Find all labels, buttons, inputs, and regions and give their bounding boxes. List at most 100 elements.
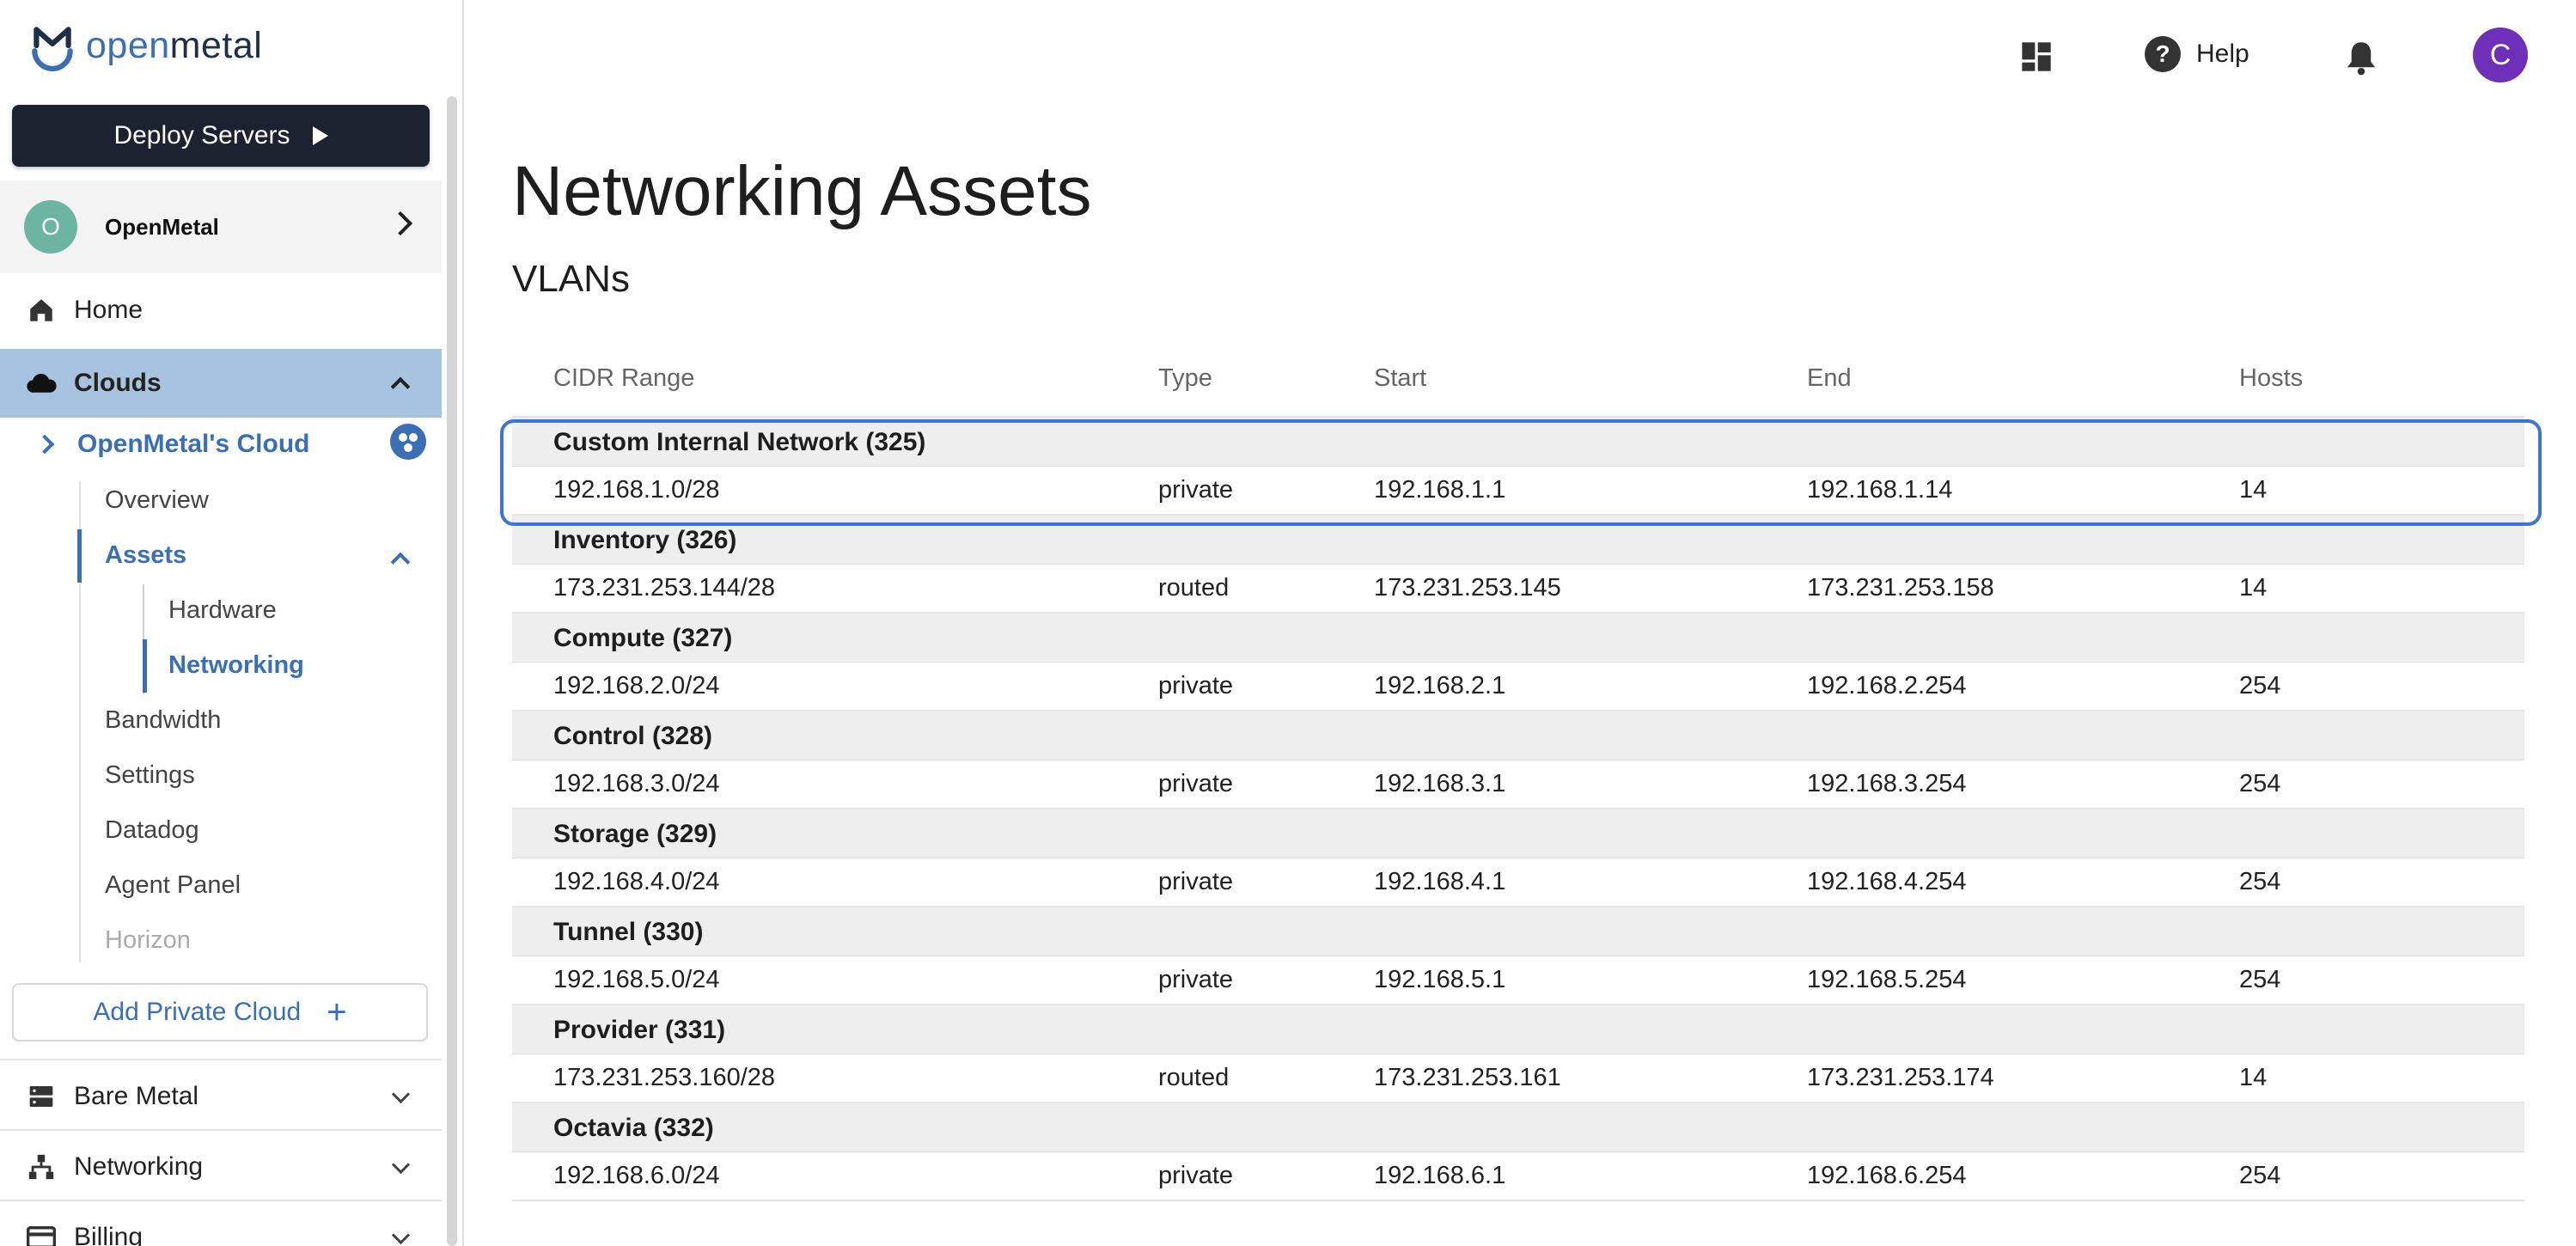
- sidebar: openmetal Deploy Servers O OpenMetal Hom…: [0, 0, 464, 1246]
- section-title-vlans: VLANs: [512, 258, 630, 300]
- vlan-group-header: Provider (331): [512, 1005, 2524, 1054]
- cell-cidr: 173.231.253.144/28: [553, 574, 776, 602]
- column-header: End: [1807, 364, 1852, 392]
- chevron-down-icon: [391, 1155, 411, 1175]
- cell-hosts: 254: [2239, 868, 2281, 895]
- nav-clouds[interactable]: Clouds: [0, 349, 442, 418]
- cell-start: 192.168.1.1: [1374, 476, 1506, 504]
- cell-type: private: [1158, 868, 1234, 895]
- cloud-openmetals-cloud[interactable]: OpenMetal's Cloud: [34, 430, 310, 459]
- divider: [0, 1200, 442, 1201]
- divider: [0, 1129, 442, 1131]
- active-indicator: [143, 639, 147, 693]
- cell-start: 173.231.253.161: [1374, 1064, 1561, 1091]
- cell-end: 192.168.2.254: [1807, 672, 1967, 699]
- table-row[interactable]: 173.231.253.160/28 routed 173.231.253.161 1…: [512, 1054, 2524, 1103]
- cell-start: 192.168.4.1: [1374, 868, 1506, 895]
- deploy-servers-label: Deploy Servers: [113, 121, 290, 150]
- cell-hosts: 254: [2239, 770, 2281, 797]
- vlan-group-header: Octavia (332): [512, 1103, 2524, 1152]
- table-row[interactable]: 192.168.6.0/24 private 192.168.6.1 192.168.…: [512, 1152, 2524, 1201]
- table-row[interactable]: 173.231.253.144/28 routed 173.231.253.145 1…: [512, 565, 2524, 614]
- vlan-name: Provider (331): [553, 1016, 726, 1044]
- cell-end: 173.231.253.158: [1807, 574, 1994, 602]
- vlan-group-header: Storage (329): [512, 809, 2524, 858]
- vlan-group-header: Tunnel (330): [512, 907, 2524, 956]
- play-icon: [312, 126, 328, 145]
- cell-end: 192.168.1.14: [1807, 476, 1953, 504]
- vlans-table: CIDR Range Type Start End Hosts Custom I…: [512, 354, 2524, 1201]
- cloud-item-agent-panel[interactable]: Agent Panel: [105, 871, 241, 899]
- help-label: Help: [2196, 40, 2249, 68]
- nav-home[interactable]: Home: [0, 284, 442, 337]
- network-icon: [26, 1151, 57, 1182]
- bell-icon[interactable]: [2344, 40, 2378, 80]
- nav-bare-metal[interactable]: Bare Metal: [0, 1066, 442, 1127]
- tree-guide: [79, 481, 81, 962]
- vlan-name: Octavia (332): [553, 1114, 714, 1142]
- nav-clouds-label: Clouds: [74, 369, 162, 397]
- deploy-servers-button[interactable]: Deploy Servers: [12, 105, 430, 167]
- cloud-item-overview[interactable]: Overview: [105, 486, 209, 514]
- help-icon: ?: [2145, 36, 2181, 72]
- nav-billing[interactable]: Billing: [0, 1206, 442, 1246]
- chevron-down-icon: [391, 1225, 411, 1245]
- table-row[interactable]: 192.168.4.0/24 private 192.168.4.1 192.168.…: [512, 858, 2524, 907]
- assets-item-hardware[interactable]: Hardware: [168, 596, 277, 624]
- credit-card-icon: [26, 1222, 57, 1246]
- table-row[interactable]: 192.168.1.0/28 private 192.168.1.1 192.168.…: [512, 467, 2524, 516]
- vlan-group-header: Custom Internal Network (325): [512, 418, 2524, 467]
- server-icon: [26, 1081, 57, 1112]
- organization-selector[interactable]: O OpenMetal: [0, 180, 442, 273]
- column-header: Hosts: [2239, 364, 2304, 392]
- cell-type: routed: [1158, 1064, 1230, 1091]
- vlan-name: Storage (329): [553, 820, 717, 848]
- assets-item-networking[interactable]: Networking: [168, 651, 304, 679]
- cell-hosts: 254: [2239, 966, 2281, 993]
- chevron-down-icon: [391, 1084, 411, 1104]
- cloud-item-settings[interactable]: Settings: [105, 761, 195, 789]
- cell-hosts: 14: [2239, 574, 2268, 602]
- nav-networking[interactable]: Networking: [0, 1136, 442, 1198]
- nav-billing-label: Billing: [74, 1223, 143, 1246]
- column-header: Start: [1374, 364, 1427, 392]
- cell-hosts: 14: [2239, 476, 2268, 504]
- cell-end: 192.168.5.254: [1807, 966, 1967, 993]
- vlan-group-header: Inventory (326): [512, 516, 2524, 565]
- sidebar-scrollbar[interactable]: [447, 96, 457, 1246]
- dashboard-icon[interactable]: [2019, 40, 2054, 78]
- vlan-name: Compute (327): [553, 624, 733, 652]
- user-avatar[interactable]: C: [2473, 27, 2528, 82]
- brand-logo[interactable]: openmetal: [26, 19, 262, 72]
- vlan-name: Control (328): [553, 722, 713, 750]
- cloud-item-bandwidth[interactable]: Bandwidth: [105, 706, 222, 734]
- brand-name: openmetal: [86, 24, 263, 66]
- page-title: Networking Assets: [512, 152, 1092, 230]
- table-row[interactable]: 192.168.5.0/24 private 192.168.5.1 192.168.…: [512, 956, 2524, 1005]
- cell-cidr: 192.168.1.0/28: [553, 476, 720, 504]
- divider: [0, 1059, 442, 1060]
- cell-hosts: 254: [2239, 672, 2281, 699]
- cell-type: private: [1158, 476, 1234, 504]
- add-private-cloud-button[interactable]: Add Private Cloud +: [12, 983, 428, 1041]
- chevron-right-icon: [34, 434, 55, 455]
- cell-start: 173.231.253.145: [1374, 574, 1561, 602]
- vlan-name: Inventory (326): [553, 526, 737, 554]
- cloud-item-datadog[interactable]: Datadog: [105, 816, 199, 844]
- cloud-item-horizon[interactable]: Horizon: [105, 926, 191, 954]
- cloud-icon: [26, 368, 57, 399]
- cell-type: private: [1158, 1162, 1234, 1189]
- cell-cidr: 192.168.2.0/24: [553, 672, 720, 699]
- cloud-status-icon[interactable]: [390, 424, 426, 460]
- cell-cidr: 192.168.5.0/24: [553, 966, 720, 993]
- cell-start: 192.168.5.1: [1374, 966, 1506, 993]
- table-row[interactable]: 192.168.2.0/24 private 192.168.2.1 192.168.…: [512, 663, 2524, 712]
- nav-bare-metal-label: Bare Metal: [74, 1082, 199, 1110]
- table-row[interactable]: 192.168.3.0/24 private 192.168.3.1 192.168.…: [512, 760, 2524, 809]
- cloud-name-label: OpenMetal's Cloud: [77, 430, 310, 458]
- plus-icon: +: [327, 993, 347, 1031]
- cloud-item-assets[interactable]: Assets: [105, 541, 187, 569]
- help-button[interactable]: ? Help: [2145, 36, 2249, 72]
- org-name: OpenMetal: [105, 213, 219, 240]
- chevron-up-icon[interactable]: [390, 552, 411, 572]
